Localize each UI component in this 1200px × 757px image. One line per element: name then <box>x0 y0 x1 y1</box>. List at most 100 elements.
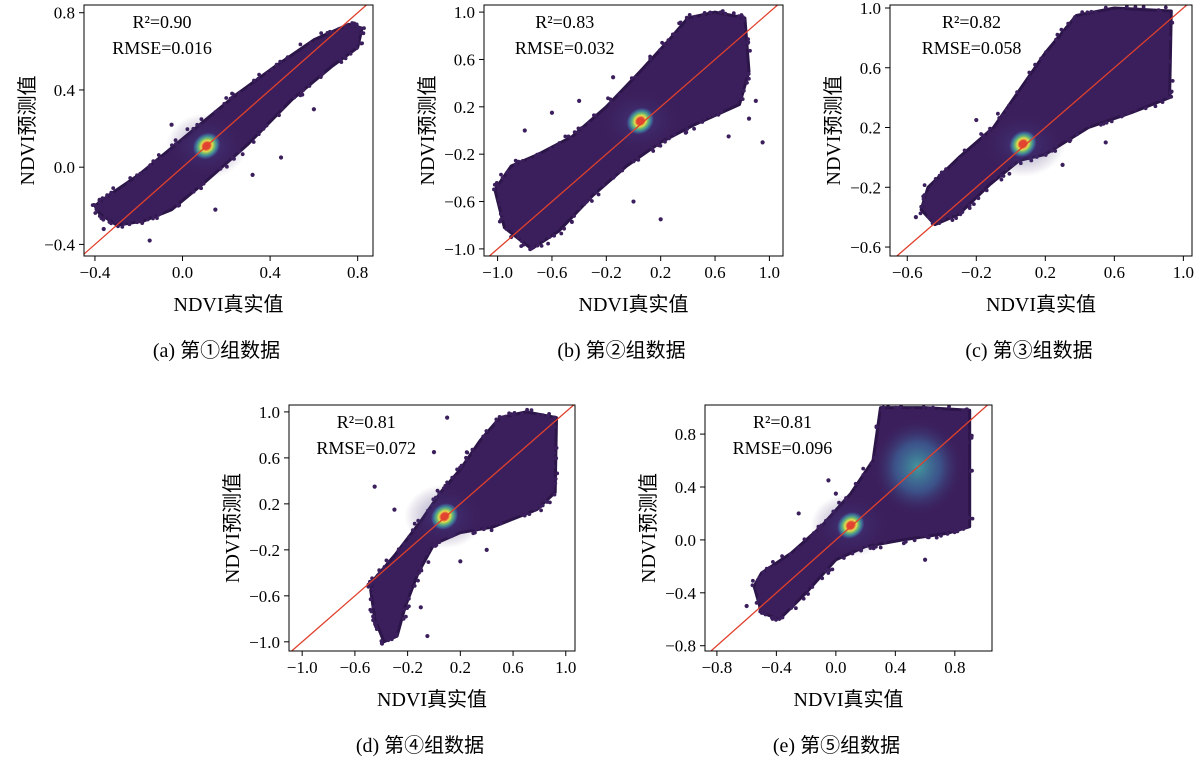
scatter-point <box>375 620 380 624</box>
outlier-point <box>913 215 918 220</box>
scatter-point <box>926 535 931 540</box>
panel-caption: (a) 第①组数据 <box>153 339 280 362</box>
scatter-point <box>1077 16 1082 21</box>
scatter-point <box>539 508 543 513</box>
scatter-point <box>842 556 846 560</box>
scatter-point <box>1103 5 1108 10</box>
rmse-annotation: RMSE=0.096 <box>733 438 833 458</box>
scatter-point <box>417 566 422 570</box>
scatter-point <box>594 190 598 195</box>
scatter-point <box>1167 36 1172 41</box>
scatter-point <box>102 199 107 203</box>
scatter-point <box>389 637 394 642</box>
scatter-point <box>864 475 868 480</box>
scatter-point <box>740 97 745 101</box>
outlier-point <box>431 450 437 455</box>
scatter-point <box>265 71 270 76</box>
scatter-point <box>743 70 748 75</box>
scatter-point <box>520 412 525 416</box>
scatter-point <box>101 217 106 222</box>
scatter-point <box>506 169 511 174</box>
y-axis-label: NDVI预测值 <box>416 76 439 186</box>
scatter-point <box>633 80 638 85</box>
scatter-point <box>949 410 953 415</box>
scatter-point <box>970 516 975 521</box>
scatter-point <box>927 210 931 215</box>
x-tick-label: 0.6 <box>502 658 523 677</box>
scatter-point <box>142 170 147 175</box>
scatter-point <box>926 215 931 219</box>
scatter-point <box>282 61 287 66</box>
scatter-point <box>256 76 261 81</box>
scatter-point <box>222 101 227 106</box>
scatter-point <box>1004 108 1009 112</box>
scatter-point <box>511 228 515 233</box>
scatter-point <box>1039 56 1043 61</box>
scatter-point <box>937 221 942 226</box>
scatter-point <box>111 192 115 197</box>
panel-d: −1.0 −0.6 −0.2 0.2 0.6 1.0 −1.0 −0.6 −0.2 0.2 0.6 1… <box>221 403 576 757</box>
scatter-point <box>1062 30 1067 35</box>
outlier-point <box>826 478 831 483</box>
scatter-point <box>926 192 931 196</box>
scatter-point <box>319 31 324 35</box>
scatter-point <box>391 632 395 637</box>
scatter-point <box>563 134 568 139</box>
scatter-point <box>702 11 707 15</box>
scatter-point <box>949 528 954 533</box>
x-tick-label: 0.2 <box>450 658 471 677</box>
scatter-point <box>230 91 234 96</box>
scatter-point <box>689 18 694 23</box>
outlier-point <box>458 559 463 564</box>
scatter-point <box>863 473 868 477</box>
scatter-point <box>155 216 159 221</box>
x-tick-label: −0.2 <box>392 658 423 677</box>
y-tick-label: 0.2 <box>860 119 881 138</box>
scatter-point <box>880 419 884 424</box>
x-tick-label: 1.0 <box>1173 263 1194 282</box>
scatter-point <box>371 614 376 619</box>
scatter-point <box>601 183 605 187</box>
scatter-point <box>512 415 517 419</box>
y-tick-label: −0.2 <box>249 541 280 560</box>
outlier-point <box>169 122 174 127</box>
scatter-point <box>926 195 931 200</box>
scatter-point <box>494 421 498 426</box>
outlier-point <box>760 140 765 145</box>
scatter-point <box>492 187 496 192</box>
scatter-point <box>584 199 589 204</box>
scatter-point <box>459 463 464 468</box>
scatter-point <box>553 477 558 481</box>
scatter-point <box>507 411 511 416</box>
scatter-point <box>529 408 534 413</box>
y-tick-label: −0.4 <box>44 235 75 254</box>
scatter-point <box>967 206 972 211</box>
x-tick-label: 1.0 <box>555 658 576 677</box>
scatter-point <box>1071 18 1076 23</box>
outlier-point <box>922 557 928 562</box>
scatter-point <box>394 633 399 638</box>
scatter-point <box>426 560 431 564</box>
scatter-point <box>743 74 748 78</box>
scatter-point <box>1007 103 1011 108</box>
scatter-point <box>723 11 728 16</box>
scatter-point <box>354 46 359 50</box>
scatter-point <box>527 512 532 516</box>
density-core <box>1008 130 1038 158</box>
plot-frame <box>483 4 784 257</box>
scatter-point <box>780 615 785 620</box>
scatter-point <box>967 203 972 208</box>
scatter-point <box>400 549 405 554</box>
scatter-point <box>1166 13 1170 18</box>
scatter-point <box>552 415 557 420</box>
scatter-point <box>1085 10 1090 15</box>
scatter-point <box>426 548 431 553</box>
x-axis-label: NDVI真实值 <box>579 293 689 316</box>
scatter-point <box>1163 5 1168 10</box>
scatter-point <box>587 121 591 126</box>
scatter-point <box>492 182 497 187</box>
panel-caption: (b) 第②组数据 <box>557 339 685 362</box>
scatter-point <box>277 113 281 118</box>
scatter-point <box>687 13 692 17</box>
one-to-one-line <box>709 405 989 651</box>
